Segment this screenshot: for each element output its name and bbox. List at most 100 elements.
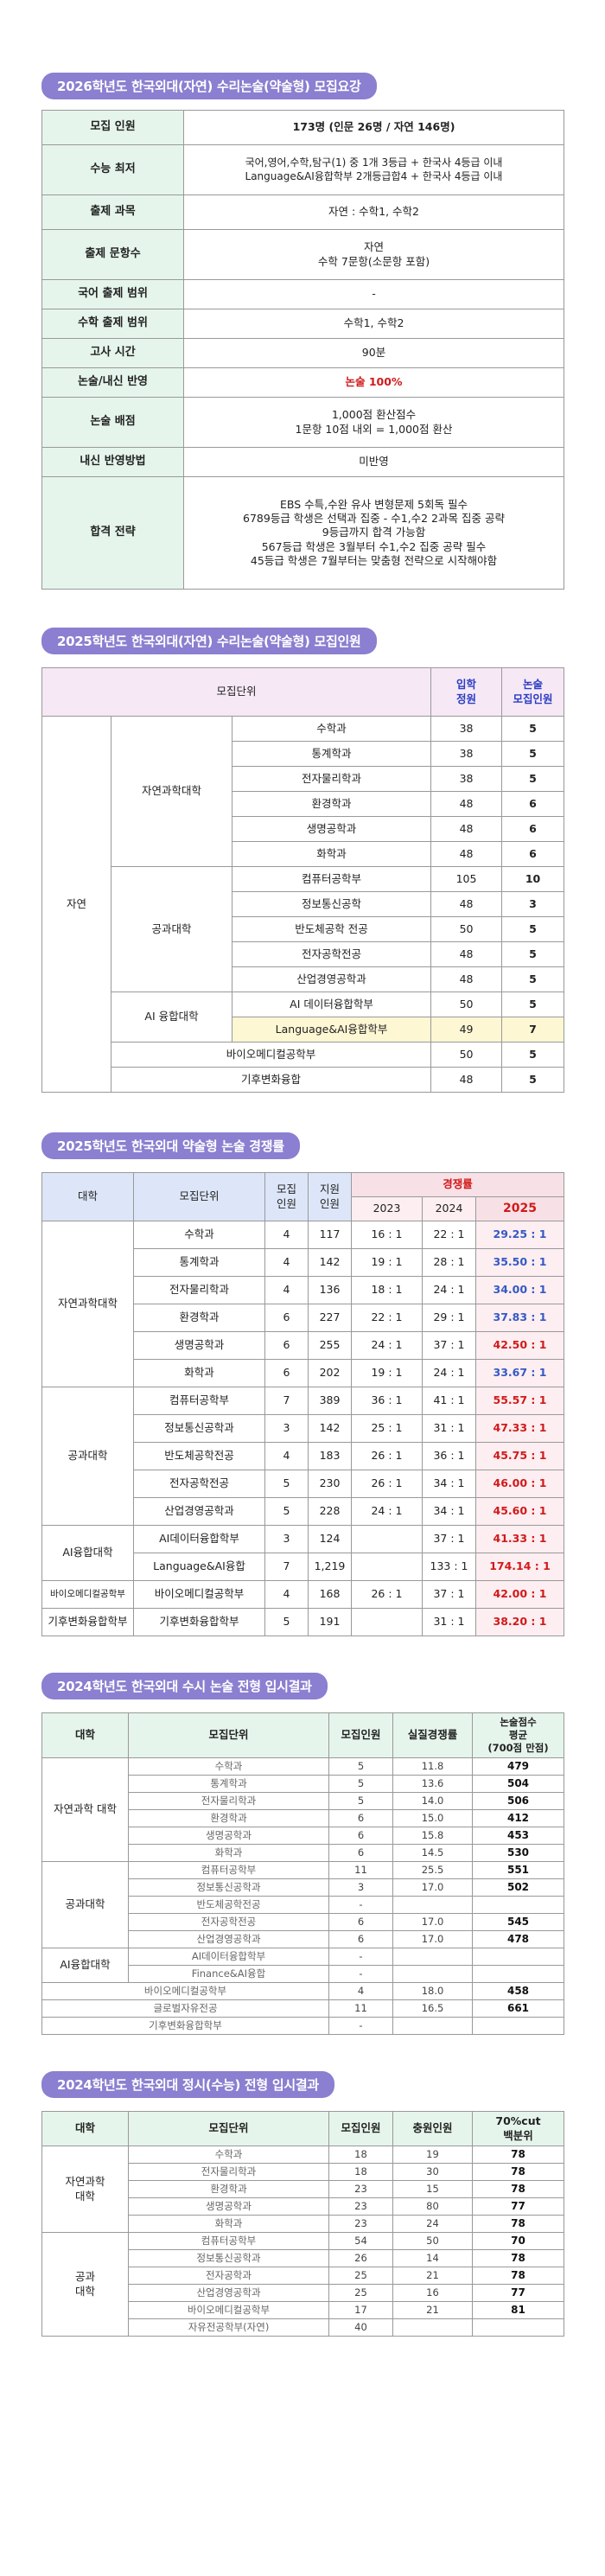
- score-cell: 545: [472, 1913, 564, 1931]
- comp-2025-cell: 29.25 : 1: [474, 1221, 565, 1249]
- header-essay: 논술 모집인원: [501, 667, 565, 717]
- score-cell: 478: [472, 1930, 564, 1948]
- table-row: 전자공학전공 6 17.0 545: [42, 1913, 564, 1931]
- table-row: 반도체공학전공 4 183 26 : 1 36 : 1 45.75 : 1: [42, 1442, 565, 1470]
- table-row: 통계학과 4 142 19 : 1 28 : 1 35.50 : 1: [42, 1248, 565, 1277]
- quota-cell: 7: [264, 1553, 309, 1581]
- quota-cell: 4: [264, 1276, 309, 1304]
- table-row: 산업경영공학과 48 5: [42, 966, 565, 992]
- header-unit: 모집단위: [128, 2111, 329, 2146]
- row-value: -: [183, 279, 564, 309]
- comp-cell: [392, 1948, 473, 1966]
- dept-cell: 반도체공학전공: [133, 1442, 265, 1470]
- quota-cell: 6: [264, 1331, 309, 1360]
- quota-cell: 11: [328, 1861, 393, 1879]
- apply-cell: 230: [308, 1470, 352, 1498]
- cut-cell: 78: [472, 2163, 564, 2181]
- section-title: 2026학년도 한국외대(자연) 수리논술(약술형) 모집요강: [41, 73, 377, 99]
- apply-cell: 168: [308, 1580, 352, 1609]
- row-value: 국어,영어,수학,탐구(1) 중 1개 3등급 + 한국사 4등급 이내 Lang…: [183, 144, 564, 195]
- comp-2025-cell: 42.00 : 1: [474, 1580, 565, 1609]
- quota-cell: 18: [328, 2146, 393, 2164]
- fill-cell: 80: [392, 2197, 473, 2216]
- table-row: 바이오메디컬공학부 4 18.0 458: [41, 1982, 564, 2000]
- table-row: 산업경영공학과 6 17.0 478: [42, 1930, 564, 1948]
- apply-cell: 191: [308, 1608, 352, 1636]
- fill-cell: 21: [392, 2267, 473, 2285]
- fill-cell: 19: [392, 2146, 473, 2164]
- quota-cell: 38: [430, 741, 503, 767]
- group-cell: 자연: [41, 716, 111, 1093]
- table-row: 대학 모집단위 모집인원 실질경쟁률 논술점수 평균 (700점 만점): [41, 1712, 564, 1758]
- dept-cell: 컴퓨터공학부: [128, 2232, 329, 2250]
- header-competition: 경쟁률: [350, 1172, 565, 1197]
- row-value: 자연 : 수학1, 수학2: [183, 194, 564, 230]
- dept-cell: 산업경영공학과: [128, 2284, 329, 2302]
- row-label: 합격 전략: [41, 476, 184, 590]
- quota-cell: 6: [328, 1809, 393, 1827]
- essay-cell: 10: [501, 866, 565, 892]
- apply-cell: 255: [308, 1331, 352, 1360]
- comp-2024-cell: 37 : 1: [422, 1331, 476, 1360]
- apply-cell: 142: [308, 1248, 352, 1277]
- header-apply: 지원 인원: [308, 1172, 352, 1221]
- row-label: 수학 출제 범위: [41, 309, 184, 339]
- regular-results-table: 대학 모집단위 모집인원 충원인원 70%cut 백분위 자연과학 대학 수학과 18 19 78 전자…: [41, 2111, 564, 2337]
- dept-cell: 컴퓨터공학부: [231, 866, 432, 892]
- section-essay-results: 2024학년도 한국외대 수시 논술 전형 입시결과 대학 모집단위 모집인원 실질경…: [41, 1636, 564, 2035]
- table-row: 환경학과 6 15.0 412: [42, 1809, 564, 1827]
- quota-cell: 48: [430, 941, 503, 967]
- row-value: 수학1, 수학2: [183, 309, 564, 339]
- dept-cell: 반도체공학전공: [128, 1896, 329, 1914]
- college-cell: AI 융합대학: [111, 992, 232, 1043]
- section-title: 2025학년도 한국외대(자연) 수리논술(약술형) 모집인원: [41, 628, 377, 654]
- header-2025: 2025: [474, 1196, 565, 1221]
- section-title: 2024학년도 한국외대 정시(수능) 전형 입시결과: [41, 2071, 334, 2098]
- dept-cell: 바이오메디컬공학부: [110, 1042, 432, 1068]
- table-row: 논술/내신 반영 논술 100%: [41, 367, 564, 398]
- apply-cell: 389: [308, 1387, 352, 1415]
- dept-cell: 생명공학과: [128, 2197, 329, 2216]
- apply-cell: 202: [308, 1359, 352, 1387]
- quota-cell: -: [328, 1965, 393, 1983]
- quota-cell: 48: [430, 891, 503, 917]
- table-row: 자연과학대학 수학과 4 117 16 : 1 22 : 1 29.25 : 1: [41, 1221, 565, 1387]
- comp-2023-cell: 26 : 1: [351, 1442, 423, 1470]
- comp-2024-cell: 31 : 1: [422, 1414, 476, 1443]
- fill-cell: 15: [392, 2180, 473, 2198]
- table-row: 자연과학 대학 수학과 5 11.8 479: [41, 1757, 564, 1862]
- guide-table: 모집 인원 173명 (인문 26명 / 자연 146명) 수능 최저 국어,영어,수…: [41, 110, 564, 590]
- comp-2024-cell: 24 : 1: [422, 1276, 476, 1304]
- fill-cell: 16: [392, 2284, 473, 2302]
- comp-cell: 18.0: [392, 1982, 473, 2000]
- section-regular-results: 2024학년도 한국외대 정시(수능) 전형 입시결과 대학 모집단위 모집인원 충원…: [41, 2035, 564, 2337]
- comp-2024-cell: 29 : 1: [422, 1304, 476, 1332]
- dept-cell: 전자공학전공: [231, 941, 432, 967]
- table-row: 바이오메디컬공학부 바이오메디컬공학부 4 168 26 : 1 37 : 1 42.00 …: [41, 1580, 565, 1609]
- header-unit: 모집단위: [133, 1172, 265, 1221]
- quota-cell: 6: [328, 1827, 393, 1845]
- apply-cell: 227: [308, 1304, 352, 1332]
- cut-cell: 78: [472, 2146, 564, 2164]
- cut-cell: 81: [472, 2301, 564, 2319]
- table-row: 대학 모집단위 모집 인원 지원 인원 경쟁률: [41, 1172, 565, 1221]
- comp-2024-cell: 34 : 1: [422, 1497, 476, 1526]
- dept-cell: 전자물리학과: [133, 1276, 265, 1304]
- apply-cell: 142: [308, 1414, 352, 1443]
- comp-cell: 15.8: [392, 1827, 473, 1845]
- comp-2023-cell: 26 : 1: [351, 1470, 423, 1498]
- apply-cell: 136: [308, 1276, 352, 1304]
- comp-cell: 14.0: [392, 1792, 473, 1810]
- quota-cell: 38: [430, 766, 503, 792]
- table-row: 환경학과 23 15 78: [42, 2180, 564, 2198]
- dept-cell: 전자물리학과: [231, 766, 432, 792]
- score-cell: [472, 2017, 564, 2035]
- quota-cell: 48: [430, 791, 503, 817]
- quota-cell: 50: [430, 1042, 503, 1068]
- dept-cell: 생명공학과: [133, 1331, 265, 1360]
- table-row: 수능 최저 국어,영어,수학,탐구(1) 중 1개 3등급 + 한국사 4등급 이…: [41, 144, 564, 195]
- quota-cell: 4: [264, 1221, 309, 1249]
- table-row: 공과대학 컴퓨터공학부 7 389 36 : 1 41 : 1 55.57 : 1: [41, 1387, 565, 1526]
- essay-cell: 3: [501, 891, 565, 917]
